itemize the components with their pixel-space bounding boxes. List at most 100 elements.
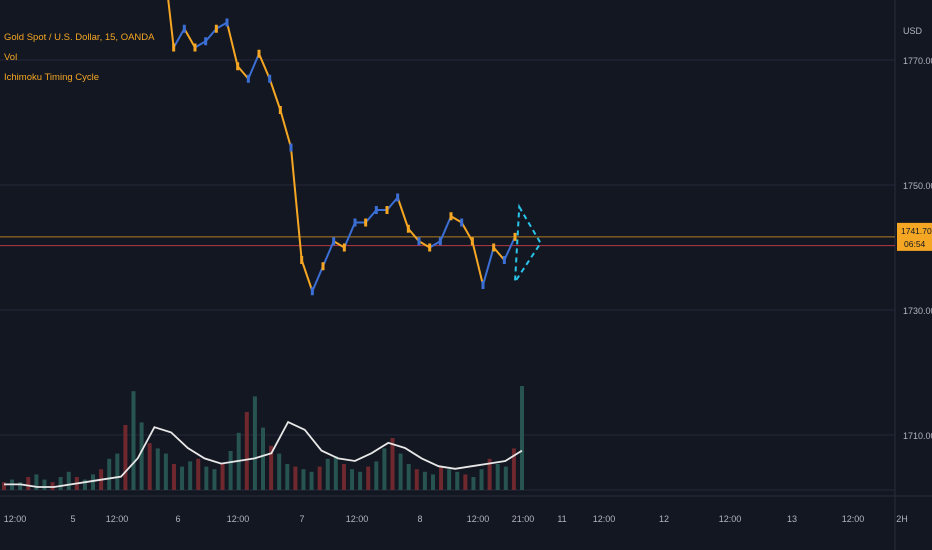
triangle-pattern	[513, 203, 542, 286]
candle	[342, 243, 346, 252]
candle	[214, 24, 218, 33]
volume-bar	[285, 464, 290, 490]
volume-bar	[350, 469, 355, 490]
volume-bar	[471, 477, 476, 490]
volume-bar	[511, 448, 516, 490]
candle	[182, 24, 186, 33]
candle	[257, 49, 261, 58]
volume-bar	[520, 386, 524, 490]
volume-bar	[269, 445, 274, 490]
candle	[428, 243, 432, 252]
time-tick-label: 11	[557, 514, 566, 524]
time-tick-label: 5	[70, 514, 75, 524]
volume-bar	[131, 391, 136, 490]
volume-bar	[406, 464, 411, 490]
price-segment	[396, 197, 410, 230]
candle	[193, 43, 197, 52]
volume-bar	[317, 466, 322, 490]
volume-bar	[244, 412, 249, 490]
price-segment	[386, 196, 399, 211]
price-segment	[236, 65, 250, 80]
price-segment	[194, 40, 207, 49]
candle	[246, 74, 250, 83]
volume-bar	[188, 461, 193, 490]
price-segment	[300, 259, 314, 292]
volume-bar	[455, 471, 460, 490]
volume-bar	[204, 466, 209, 490]
price-segment	[439, 215, 452, 242]
legend-indicator[interactable]: Ichimoku Timing Cycle	[4, 72, 100, 83]
candle	[172, 43, 176, 52]
legend-vol[interactable]: Vol	[4, 52, 18, 63]
volume-bar	[228, 451, 233, 490]
candle	[513, 232, 517, 241]
volume-ma-line	[4, 420, 523, 488]
volume-bar	[430, 474, 435, 490]
price-tick-label: 1750.000	[903, 181, 932, 191]
time-tick-label: 12:00	[467, 514, 490, 524]
price-segment	[204, 28, 218, 42]
candle	[268, 74, 272, 83]
volume-bar	[34, 474, 39, 490]
volume-bar	[180, 466, 185, 490]
volume-bar	[155, 448, 160, 490]
volume-bar	[26, 477, 31, 490]
candle	[225, 18, 229, 27]
price-tick-label: 1730.000	[903, 306, 932, 316]
price-segment	[226, 22, 239, 67]
time-tick-label: 13	[787, 514, 797, 524]
price-segment	[290, 147, 303, 261]
volume-bar	[333, 456, 338, 490]
legend-symbol[interactable]: Gold Spot / U.S. Dollar, 15, OANDA	[4, 32, 155, 43]
price-segment	[322, 240, 335, 267]
candle	[460, 218, 464, 227]
currency-label: USD	[903, 26, 923, 36]
candle	[492, 243, 496, 252]
candle	[289, 143, 293, 152]
candle	[204, 37, 208, 46]
candle	[470, 237, 474, 246]
price-segment	[258, 53, 271, 80]
volume-bar	[325, 458, 330, 490]
price-segment	[279, 109, 292, 148]
volume-bar	[147, 443, 152, 490]
volume-bar	[212, 469, 217, 490]
volume-bar	[115, 453, 120, 490]
price-segment	[215, 21, 228, 30]
candle	[310, 287, 314, 296]
candle	[300, 256, 304, 264]
volume-bar	[18, 482, 23, 490]
volume-bar	[463, 474, 468, 490]
volume-bar	[479, 469, 484, 490]
time-tick-label: 12:00	[719, 514, 742, 524]
volume-bar	[196, 458, 201, 490]
volume-bar	[107, 458, 112, 490]
volume-bar	[91, 474, 96, 490]
price-segment	[492, 246, 506, 261]
price-segment	[167, 0, 175, 48]
volume-bar	[414, 469, 419, 490]
volume-bar	[382, 448, 387, 490]
candle	[321, 262, 325, 271]
price-segment	[247, 53, 260, 80]
volume-bar	[341, 464, 346, 490]
volume-bar	[503, 466, 508, 490]
time-tick-label: 2H	[896, 514, 908, 524]
time-tick-label: 12:00	[842, 514, 865, 524]
candle	[353, 218, 357, 227]
price-segment	[482, 247, 495, 286]
price-tick-label: 1710.000	[903, 431, 932, 441]
volume-bar	[139, 422, 144, 490]
candle	[449, 212, 453, 221]
candle	[417, 237, 421, 246]
candle	[481, 281, 485, 289]
price-segment	[268, 78, 282, 111]
volume-bar	[447, 469, 452, 490]
price-segment	[429, 240, 441, 249]
price-segment	[460, 222, 474, 242]
price-segment	[343, 222, 356, 248]
candle	[406, 224, 410, 233]
price-tag-label: 1741.700	[901, 226, 932, 236]
